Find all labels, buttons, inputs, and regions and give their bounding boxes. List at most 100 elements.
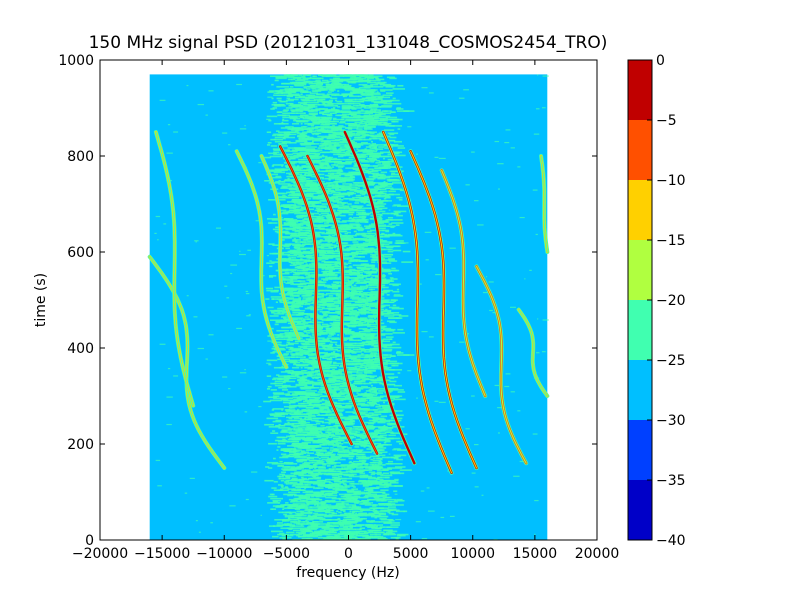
noise-cell — [303, 287, 309, 290]
noise-cell — [351, 208, 358, 211]
noise-cell — [288, 417, 293, 420]
noise-cell — [361, 193, 366, 196]
noise-cell — [351, 298, 364, 300]
noise-cell — [324, 523, 331, 525]
noise-cell — [365, 354, 377, 356]
noise-cell — [372, 510, 378, 513]
noise-cell — [355, 221, 360, 223]
noise-cell — [343, 467, 355, 469]
noise-cell — [339, 524, 344, 526]
noise-cell — [382, 280, 395, 282]
noise-cell — [305, 299, 316, 301]
noise-cell — [327, 286, 339, 289]
noise-cell — [269, 260, 272, 262]
noise-cell — [378, 200, 389, 202]
noise-cell — [320, 485, 328, 487]
noise-cell — [282, 308, 288, 311]
noise-cell — [337, 521, 342, 523]
noise-cell — [324, 250, 336, 253]
noise-cell — [296, 199, 308, 201]
noise-cell — [289, 400, 299, 403]
noise-cell — [327, 188, 332, 191]
noise-cell — [371, 192, 382, 195]
noise-cell — [283, 227, 295, 230]
noise-cell — [299, 354, 304, 356]
noise-cell — [355, 194, 360, 197]
noise-cell — [358, 269, 364, 272]
noise-cell — [350, 288, 362, 291]
noise-cell — [341, 502, 345, 504]
noise-cell — [279, 292, 283, 295]
noise-cell — [297, 460, 301, 463]
noise-cell — [313, 491, 325, 494]
noise-cell — [378, 225, 390, 228]
noise-cell — [383, 498, 397, 501]
noise-cell — [365, 226, 379, 229]
noise-cell — [343, 484, 348, 486]
noise-cell — [383, 529, 393, 532]
noise-cell — [332, 252, 342, 255]
noise-cell — [292, 273, 300, 276]
noise-cell — [301, 477, 308, 480]
noise-cell — [374, 205, 385, 207]
noise-cell — [332, 506, 343, 508]
noise-cell — [360, 376, 366, 379]
noise-cell — [317, 263, 320, 266]
noise-cell — [342, 307, 354, 310]
noise-cell — [266, 289, 279, 292]
noise-cell — [304, 416, 312, 419]
noise-cell — [302, 251, 315, 254]
noise-cell — [283, 507, 290, 509]
noise-cell — [345, 441, 348, 444]
noise-cell — [272, 408, 284, 410]
noise-cell — [300, 450, 305, 452]
noise-cell — [320, 254, 324, 257]
noise-cell — [351, 333, 362, 335]
noise-cell — [359, 474, 368, 477]
noise-cell — [347, 262, 352, 264]
noise-cell — [389, 259, 395, 261]
noise-cell — [343, 235, 354, 238]
noise-cell — [194, 240, 199, 242]
noise-cell — [329, 353, 340, 355]
noise-cell — [314, 453, 320, 456]
noise-cell — [307, 510, 311, 513]
noise-cell — [322, 399, 328, 402]
noise-cell — [309, 396, 316, 399]
noise-cell — [383, 197, 387, 200]
noise-cell — [337, 470, 342, 472]
noise-cell — [276, 449, 279, 451]
noise-cell — [299, 214, 307, 217]
noise-cell — [393, 295, 404, 297]
noise-cell — [384, 234, 395, 237]
noise-cell — [355, 440, 366, 443]
noise-cell — [276, 439, 279, 441]
noise-cell — [304, 307, 312, 310]
noise-cell — [290, 262, 296, 264]
noise-cell — [386, 526, 399, 528]
noise-cell — [389, 377, 395, 380]
noise-cell — [329, 285, 342, 288]
noise-cell — [351, 247, 364, 250]
noise-cell — [292, 251, 305, 254]
noise-cell — [322, 463, 334, 465]
noise-cell — [349, 268, 356, 271]
noise-cell — [285, 228, 297, 231]
noise-cell — [210, 522, 213, 524]
noise-cell — [275, 320, 288, 323]
noise-cell — [319, 240, 329, 242]
noise-cell — [298, 455, 307, 458]
noise-cell — [517, 410, 521, 412]
noise-cell — [366, 272, 372, 275]
noise-cell — [326, 216, 333, 219]
noise-cell — [315, 327, 324, 330]
noise-cell — [327, 256, 341, 258]
noise-cell — [334, 204, 344, 206]
noise-cell — [208, 334, 214, 336]
noise-cell — [393, 314, 402, 316]
noise-cell — [295, 300, 303, 302]
noise-cell — [306, 522, 315, 524]
noise-cell — [289, 483, 292, 485]
noise-cell — [277, 442, 286, 445]
noise-cell — [304, 227, 311, 230]
